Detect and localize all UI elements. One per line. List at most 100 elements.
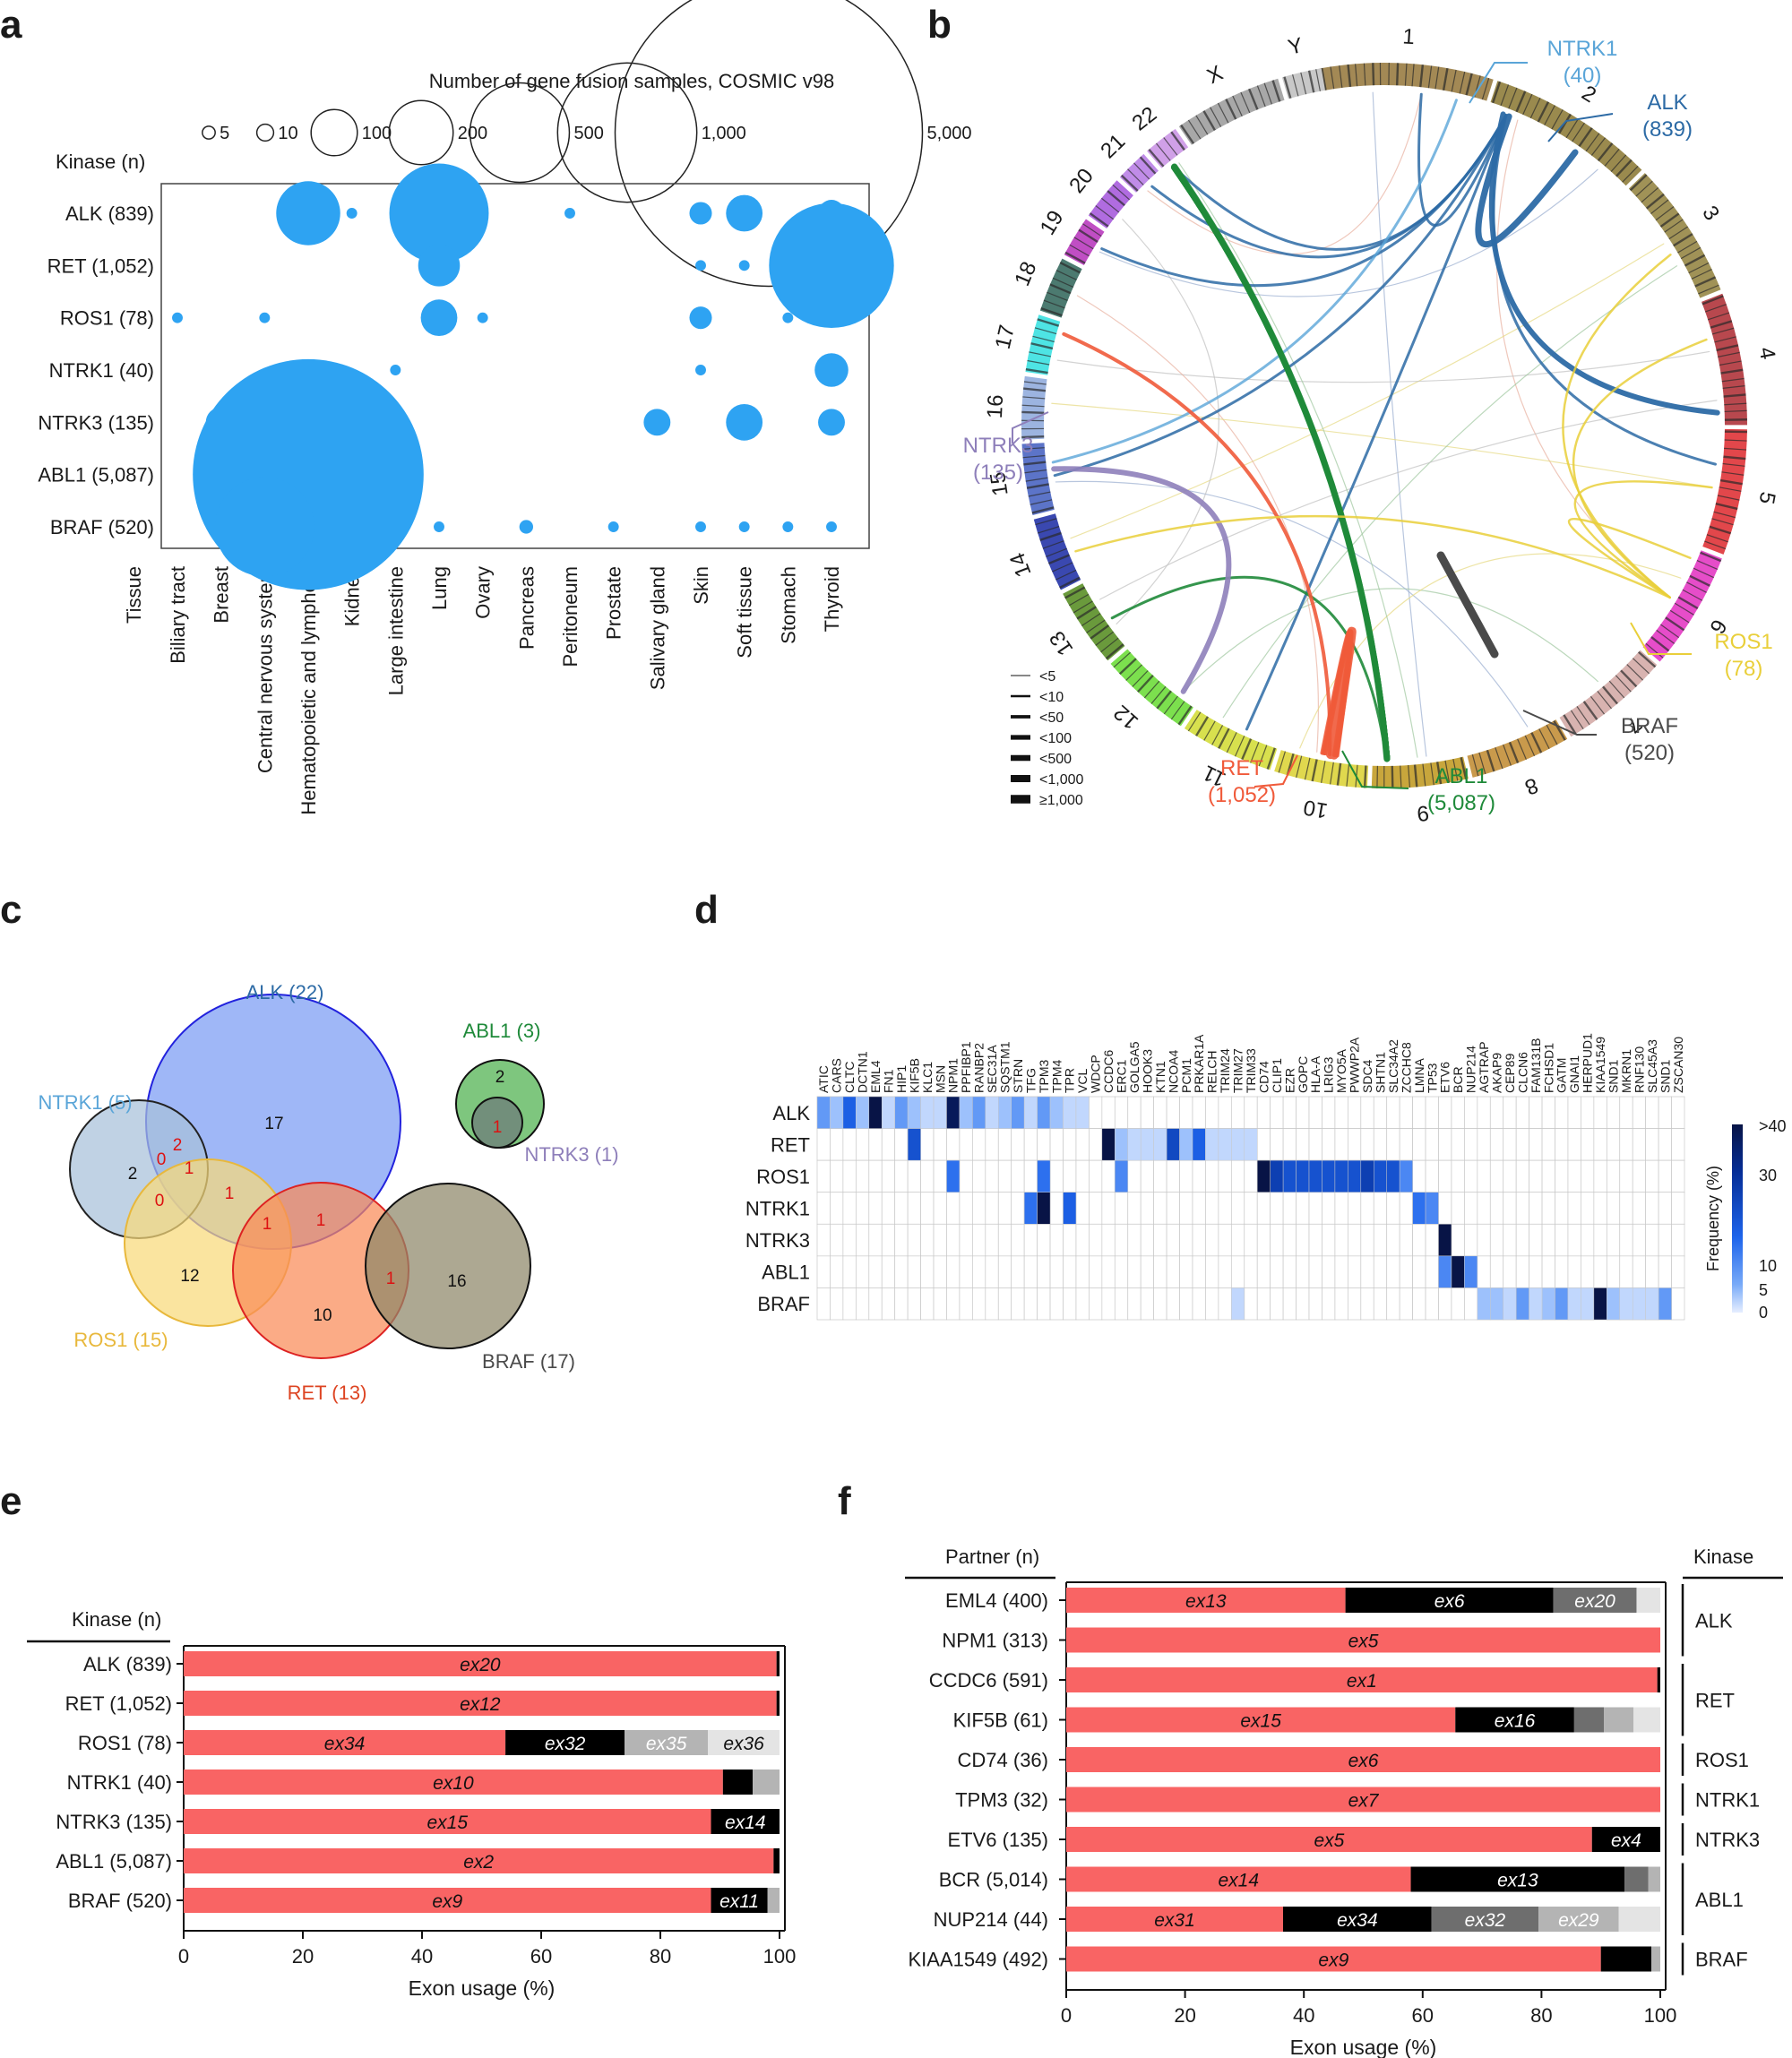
cytoband-stripe [1650,635,1670,652]
bar-segment [708,1730,780,1755]
ntrk1-fusion-link [1051,99,1458,464]
heatmap-cell-empty [1049,1192,1064,1225]
alk-fusion-link [1475,113,1579,248]
heatmap-partner-label: ZCCHC8 [1399,1042,1413,1093]
heatmap-cell-empty [1477,1192,1491,1225]
bar-category-label: NUP214 (44) [934,1908,1048,1931]
cytoband-stripe [1704,304,1727,313]
venn-region-count: 17 [264,1115,283,1133]
cytoband-stripe [1702,295,1724,306]
cytoband-stripe [1537,101,1550,123]
heatmap-cell-empty [855,1192,870,1225]
heatmap-cell-empty [1645,1128,1659,1161]
heatmap-cell-empty [1023,1128,1038,1161]
background-link [1099,400,1718,600]
heatmap-cell-empty [1140,1255,1154,1288]
bar-segment-label: ex32 [545,1734,586,1754]
bar-segment [184,1848,774,1873]
bar-segment [776,1691,780,1716]
heatmap-cell-empty [985,1128,999,1161]
cytoband-stripe [1030,342,1054,350]
cytoband-stripe [1719,360,1742,366]
heatmap-cell-empty [1205,1159,1219,1193]
legend-bubble [469,82,571,184]
heatmap-cell-empty [1567,1255,1581,1288]
x-tick-label: 80 [650,1945,671,1968]
heatmap-partner-label: GATM [1555,1058,1569,1093]
heatmap-cell-empty [1541,1255,1555,1288]
heatmap-cell-empty [1205,1255,1219,1288]
heatmap-cell-empty [1282,1096,1297,1129]
heatmap-cell-empty [881,1192,896,1225]
heatmap-cell-empty [1348,1192,1362,1225]
cytoband-stripe [1304,757,1311,780]
cytoband-stripe [1047,554,1070,565]
heatmap-cell-empty [1296,1287,1310,1321]
cytoband-stripe [1112,184,1131,201]
cytoband-stripe [1597,142,1614,162]
heatmap-cell-empty [1515,1192,1529,1225]
heatmap-cell-empty [868,1255,883,1288]
heatmap-cell-empty [1140,1192,1154,1225]
heatmap-cell-empty [1464,1192,1478,1225]
heatmap-cell-empty [1464,1159,1478,1193]
heatmap-cell-empty [1192,1159,1206,1193]
heatmap-cell-empty [1581,1255,1595,1288]
heatmap-cell-empty [1334,1255,1348,1288]
cytoband-stripe [1724,447,1747,451]
data-bubble [434,521,444,532]
panel-f-partner-exon-usage-bars: Partner (n) Kinase EML4 (400) ex13 ex6 ex20 NP… [905,1546,1783,2058]
chromosome-band [1702,428,1747,555]
heatmap-cell-empty [907,1287,921,1321]
cytoband-stripe [1553,719,1566,741]
cytoband-stripe [1608,680,1625,699]
bar-segment-label: ex31 [1154,1910,1195,1931]
heatmap-cell-empty [907,1159,921,1193]
heatmap-cell-empty [1555,1096,1569,1129]
cytoband-stripe [1022,454,1046,459]
heatmap-cell-empty [1011,1192,1025,1225]
tissue-tick-label: Hematopoietic and lymphoid [297,566,320,815]
heatmap-cell-empty [933,1287,947,1321]
heatmap-cell [1451,1255,1465,1288]
data-bubble [564,208,575,219]
heatmap-cell-empty [1489,1192,1504,1225]
x-tick-label: 100 [763,1945,797,1968]
cytoband-stripe [1465,73,1473,96]
heatmap-cell-empty [1282,1223,1297,1257]
tissue-tick-label: Biliary tract [167,566,189,664]
heatmap-partner-label: EML4 [868,1060,883,1093]
ros1-fusion-link [1572,338,1708,599]
kinase-tick-label: RET (1,052) [47,254,154,277]
heatmap-cell-empty [1244,1192,1258,1225]
heatmap-cell [1515,1287,1529,1321]
colorbar-tick: 10 [1759,1257,1777,1275]
cytoband-stripe [1714,336,1736,343]
cytoband-stripe [1413,764,1418,788]
bar-segment-label: ex20 [1574,1591,1615,1612]
heatmap-cell-empty [830,1128,844,1161]
bar-segment-label: ex32 [1465,1910,1506,1931]
cytoband-stripe [1329,762,1334,785]
cytoband-stripe [1034,327,1057,335]
heatmap-cell [1231,1128,1245,1161]
heatmap-cell-empty [1619,1096,1633,1129]
heatmap-cell-empty [1011,1223,1025,1257]
cytoband-stripe [1686,581,1707,593]
heatmap-cell-empty [1581,1096,1595,1129]
heatmap-partner-label: HLA-A [1308,1055,1322,1093]
cytoband-stripe [1049,283,1072,295]
heatmap-cell-empty [1166,1223,1180,1257]
cytoband-stripe [1664,219,1684,233]
heatmap-cell-empty [1256,1255,1271,1288]
heatmap-cell-empty [1348,1255,1362,1288]
ros1-fusion-link [1074,514,1671,599]
cytoband-stripe [1139,156,1157,175]
heatmap-cell-empty [920,1287,935,1321]
heatmap-partner-label: CLCN6 [1515,1052,1529,1093]
cytoband-stripe [1095,205,1115,220]
tissue-tick-label: Skin [690,566,712,605]
heatmap-cell-empty [1166,1192,1180,1225]
heatmap-cell-empty [1645,1255,1659,1288]
